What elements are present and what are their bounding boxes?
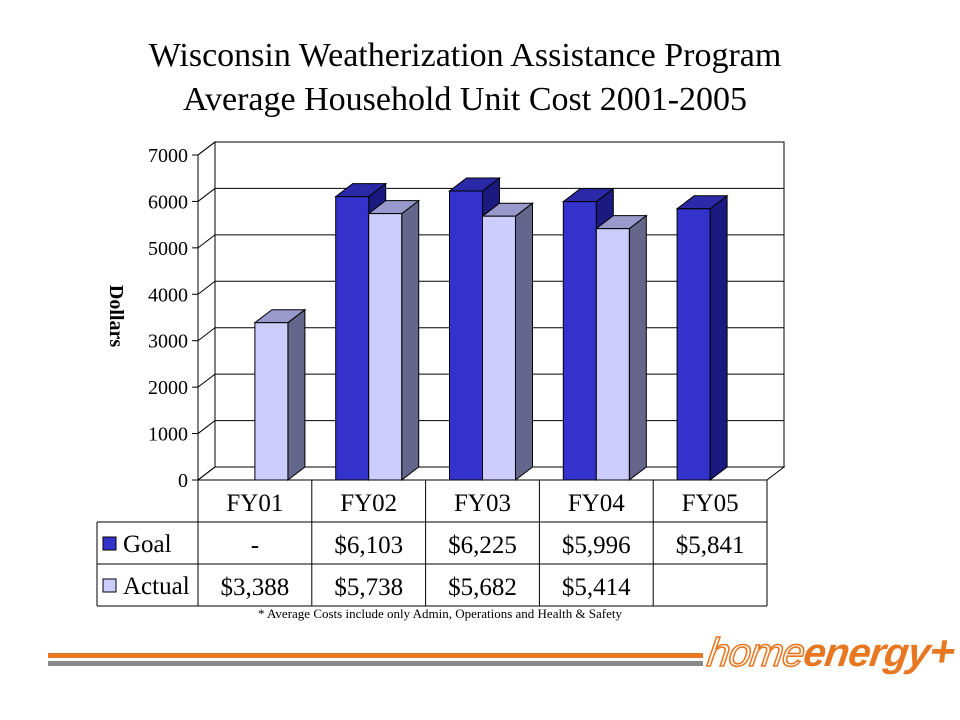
y-tick-label: 7000 (148, 145, 188, 167)
x-category-label: FY03 (454, 490, 511, 517)
gridline-side (197, 234, 216, 249)
gridline-side (197, 280, 216, 295)
chart-title-line1: Wisconsin Weatherization Assistance Prog… (148, 37, 782, 74)
actual-bar-fy02 (368, 213, 403, 481)
data-label: $5,738 (334, 574, 403, 601)
legend-swatch-actual (102, 578, 117, 593)
actual-bar-fy01-side (287, 308, 306, 482)
gridline-side (197, 420, 216, 434)
x-category-label: FY05 (682, 490, 739, 517)
legend-label-actual: Actual (123, 573, 190, 600)
y-tick-label: 4000 (148, 284, 188, 306)
data-label: $6,103 (334, 532, 403, 559)
y-axis-title: Dollars (105, 285, 127, 347)
legend-label-goal: Goal (123, 531, 172, 558)
y-tick-label: 5000 (148, 238, 188, 260)
chart-side-wall (197, 140, 216, 482)
actual-bar-fy03 (482, 215, 516, 481)
footnote: * Average Costs include only Admin, Oper… (257, 606, 623, 621)
gridline-side (197, 188, 216, 202)
goal-bar-fy04 (562, 201, 597, 481)
chart-title-line2: Average Household Unit Cost 2001-2005 (182, 81, 748, 118)
y-tick-label: 1000 (148, 424, 188, 446)
homeenergy-logo: homeenergy+ (704, 627, 957, 677)
goal-bar-fy03 (449, 190, 483, 481)
logo-word-energy: energy (800, 631, 933, 675)
data-label: $5,682 (448, 574, 517, 601)
data-label: $5,841 (676, 532, 745, 559)
logo-stripe-gray (48, 661, 703, 666)
actual-bar-fy04-side (628, 214, 647, 482)
gridline-side (197, 327, 216, 342)
goal-bar-fy05 (676, 208, 711, 481)
data-label: $5,414 (562, 574, 631, 601)
gridline-side (197, 466, 216, 481)
y-tick-label: 6000 (148, 191, 188, 213)
x-category-label: FY01 (226, 490, 283, 517)
data-label: $3,388 (221, 574, 290, 601)
x-category-label: FY04 (568, 490, 625, 517)
logo-word-home: home (704, 630, 808, 676)
y-tick-label: 0 (178, 470, 188, 492)
legend-swatch-goal (102, 536, 117, 551)
goal-bar-fy02 (335, 196, 370, 481)
actual-bar-fy03-side (515, 202, 533, 482)
x-category-label: FY02 (340, 490, 397, 517)
goal-bar-fy05-side (709, 194, 728, 482)
y-tick-label: 3000 (148, 331, 188, 353)
logo-stripe-orange (48, 653, 703, 658)
data-label: $6,225 (448, 532, 517, 559)
data-label: - (251, 532, 259, 559)
gridline-side (197, 141, 216, 156)
y-tick-label: 2000 (148, 377, 188, 399)
gridline-side (197, 373, 216, 388)
actual-bar-fy04 (595, 228, 630, 481)
data-label: $5,996 (562, 532, 631, 559)
actual-bar-fy02-side (401, 199, 420, 482)
actual-bar-fy01 (254, 322, 289, 481)
